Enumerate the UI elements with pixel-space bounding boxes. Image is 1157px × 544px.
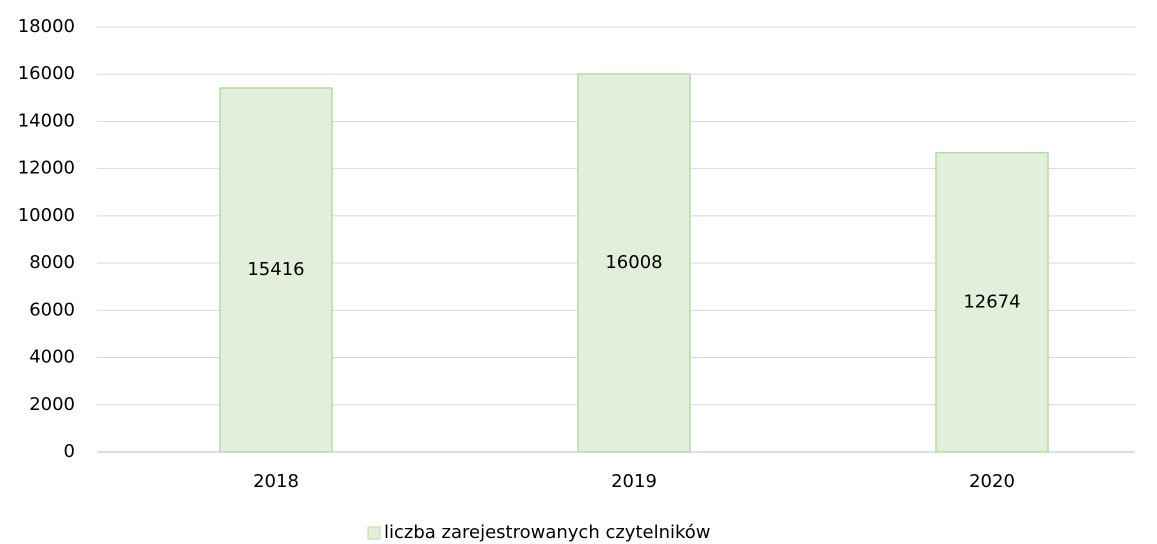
- y-tick-label: 2000: [29, 394, 75, 415]
- legend-label: liczba zarejestrowanych czytelników: [384, 522, 711, 543]
- y-tick-label: 0: [64, 441, 75, 462]
- y-tick-label: 14000: [18, 110, 75, 131]
- y-tick-label: 16000: [18, 63, 75, 84]
- y-tick-label: 18000: [18, 16, 75, 37]
- y-tick-label: 12000: [18, 158, 75, 179]
- data-label: 12674: [963, 291, 1020, 312]
- y-tick-label: 8000: [29, 252, 75, 273]
- data-label: 15416: [247, 259, 304, 280]
- y-tick-label: 6000: [29, 299, 75, 320]
- bar: [577, 73, 691, 453]
- legend-swatch: [367, 526, 381, 540]
- x-tick-label: 2020: [969, 471, 1015, 492]
- data-label: 16008: [605, 252, 662, 273]
- y-tick-label: 4000: [29, 347, 75, 368]
- x-tick-label: 2018: [253, 471, 299, 492]
- bar: [219, 87, 333, 453]
- x-tick-label: 2019: [611, 471, 657, 492]
- bar: [935, 152, 1049, 453]
- y-tick-label: 10000: [18, 205, 75, 226]
